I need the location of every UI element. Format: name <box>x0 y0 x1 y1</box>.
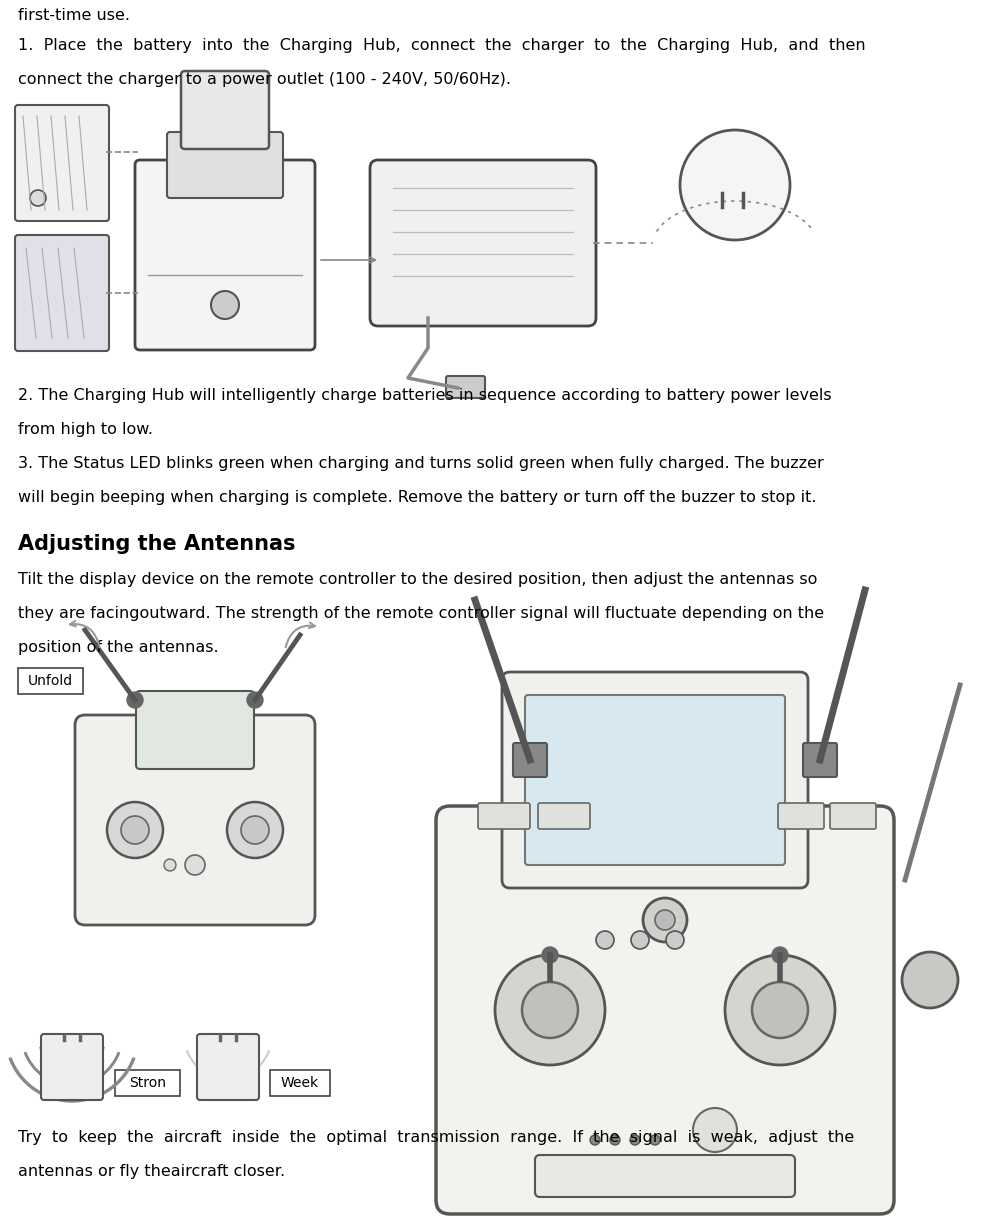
FancyBboxPatch shape <box>502 672 808 888</box>
Circle shape <box>902 952 958 1008</box>
FancyBboxPatch shape <box>75 715 315 925</box>
FancyBboxPatch shape <box>436 806 894 1214</box>
Text: 1.  Place  the  battery  into  the  Charging  Hub,  connect  the  charger  to  t: 1. Place the battery into the Charging H… <box>18 38 865 54</box>
Text: Tilt the display device on the remote controller to the desired position, then a: Tilt the display device on the remote co… <box>18 572 817 587</box>
FancyBboxPatch shape <box>136 691 254 769</box>
FancyBboxPatch shape <box>167 133 283 198</box>
Circle shape <box>631 931 649 948</box>
Bar <box>18 668 83 694</box>
Circle shape <box>542 947 558 963</box>
Circle shape <box>650 1135 660 1145</box>
Text: Try  to  keep  the  aircraft  inside  the  optimal  transmission  range.  If  th: Try to keep the aircraft inside the opti… <box>18 1130 855 1145</box>
Text: Unfold: Unfold <box>28 674 73 688</box>
Circle shape <box>495 955 605 1065</box>
FancyBboxPatch shape <box>478 803 530 829</box>
Circle shape <box>596 931 614 948</box>
FancyBboxPatch shape <box>197 1034 259 1100</box>
Text: they are facingoutward. The strength of the remote controller signal will fluctu: they are facingoutward. The strength of … <box>18 606 824 621</box>
Text: antennas or fly theaircraft closer.: antennas or fly theaircraft closer. <box>18 1164 286 1180</box>
FancyBboxPatch shape <box>803 743 837 777</box>
Circle shape <box>164 858 176 871</box>
FancyBboxPatch shape <box>778 803 824 829</box>
Text: from high to low.: from high to low. <box>18 422 153 437</box>
FancyBboxPatch shape <box>538 803 590 829</box>
Text: connect the charger to a power outlet (100 - 240V, 50/60Hz).: connect the charger to a power outlet (1… <box>18 72 511 88</box>
FancyBboxPatch shape <box>525 696 785 865</box>
Circle shape <box>590 1135 600 1145</box>
Circle shape <box>247 692 263 708</box>
Circle shape <box>121 816 149 844</box>
Circle shape <box>655 910 675 930</box>
Text: Week: Week <box>281 1076 319 1090</box>
Circle shape <box>693 1108 737 1152</box>
FancyBboxPatch shape <box>535 1155 795 1197</box>
Text: 2. The Charging Hub will intelligently charge batteries in sequence according to: 2. The Charging Hub will intelligently c… <box>18 388 832 402</box>
Circle shape <box>630 1135 640 1145</box>
Text: Stron: Stron <box>129 1076 166 1090</box>
FancyBboxPatch shape <box>370 161 596 326</box>
Bar <box>115 1070 180 1096</box>
Circle shape <box>772 947 788 963</box>
Circle shape <box>725 955 835 1065</box>
FancyBboxPatch shape <box>41 1034 103 1100</box>
Circle shape <box>211 291 239 319</box>
FancyBboxPatch shape <box>446 376 485 398</box>
FancyBboxPatch shape <box>830 803 876 829</box>
Circle shape <box>752 983 808 1038</box>
Circle shape <box>30 190 46 206</box>
FancyBboxPatch shape <box>15 235 109 351</box>
FancyBboxPatch shape <box>135 161 315 350</box>
FancyBboxPatch shape <box>181 71 269 150</box>
Circle shape <box>680 130 790 240</box>
Circle shape <box>666 931 684 948</box>
FancyBboxPatch shape <box>15 105 109 221</box>
Text: position of the antennas.: position of the antennas. <box>18 640 218 655</box>
Circle shape <box>241 816 269 844</box>
Text: 3. The Status LED blinks green when charging and turns solid green when fully ch: 3. The Status LED blinks green when char… <box>18 456 824 471</box>
Text: Adjusting the Antennas: Adjusting the Antennas <box>18 534 295 554</box>
Circle shape <box>610 1135 620 1145</box>
Circle shape <box>522 983 578 1038</box>
Circle shape <box>185 855 205 876</box>
Text: will begin beeping when charging is complete. Remove the battery or turn off the: will begin beeping when charging is comp… <box>18 490 816 505</box>
Circle shape <box>643 897 687 942</box>
Circle shape <box>107 803 163 858</box>
Text: first-time use.: first-time use. <box>18 9 130 23</box>
FancyBboxPatch shape <box>513 743 547 777</box>
Circle shape <box>127 692 143 708</box>
Bar <box>270 1070 330 1096</box>
Circle shape <box>227 803 283 858</box>
